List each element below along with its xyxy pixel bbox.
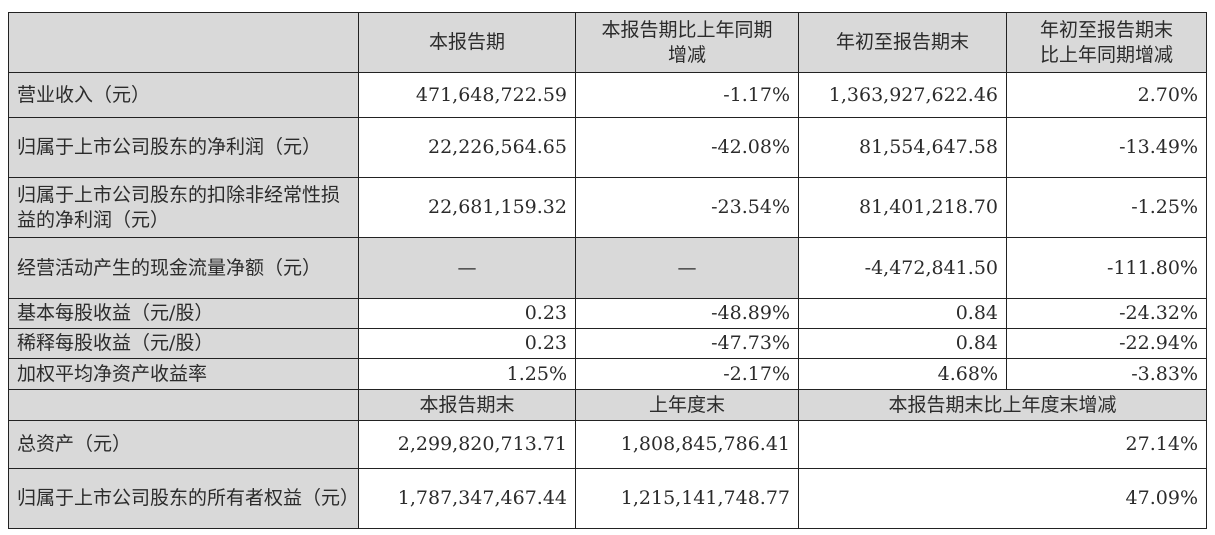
row-label: 总资产（元） (8, 420, 359, 469)
table-row: 营业收入（元） 471,648,722.59 -1.17% 1,363,927,622… (8, 72, 1207, 118)
header-current-change: 本报告期比上年同期 增减 (575, 12, 799, 73)
current-change: -23.54% (575, 177, 799, 238)
ytd-change: -111.80% (1006, 237, 1207, 299)
header-ytd-change: 年初至报告期末 比上年同期增减 (1006, 12, 1207, 73)
ytd-value: 0.84 (798, 298, 1007, 329)
header-current-period: 本报告期 (358, 12, 576, 73)
table-row: 稀释每股收益（元/股） 0.23 -47.73% 0.84 -22.94% (8, 328, 1207, 359)
change-value: 47.09% (798, 468, 1207, 529)
header-last-year-end: 上年度末 (575, 389, 799, 421)
ytd-change: 2.70% (1006, 72, 1207, 118)
table-row: 归属于上市公司股东的扣除非经常性损益的净利润（元） 22,681,159.32 -2… (8, 177, 1207, 238)
current-value: 0.23 (358, 328, 576, 359)
current-change: -42.08% (575, 117, 799, 178)
current-value: — (358, 237, 576, 299)
row-label: 稀释每股收益（元/股） (8, 328, 359, 359)
current-change: -2.17% (575, 358, 799, 390)
ytd-value: 81,554,647.58 (798, 117, 1007, 178)
ytd-change: -3.83% (1006, 358, 1207, 390)
current-change: -1.17% (575, 72, 799, 118)
current-value: 0.23 (358, 298, 576, 329)
current-change: -47.73% (575, 328, 799, 359)
row-label: 归属于上市公司股东的所有者权益（元） (8, 468, 359, 529)
table-row: 归属于上市公司股东的所有者权益（元） 1,787,347,467.44 1,215,… (8, 468, 1207, 529)
current-value: 471,648,722.59 (358, 72, 576, 118)
header-line: 比上年同期增减 (1039, 43, 1173, 66)
row-label: 基本每股收益（元/股） (8, 298, 359, 329)
row-label: 归属于上市公司股东的净利润（元） (8, 117, 359, 178)
header-line: 年初至报告期末 (1039, 18, 1173, 41)
row-label: 加权平均净资产收益率 (8, 358, 359, 390)
row-label: 营业收入（元） (8, 72, 359, 118)
row-label: 归属于上市公司股东的扣除非经常性损益的净利润（元） (8, 177, 359, 238)
table-row: 基本每股收益（元/股） 0.23 -48.89% 0.84 -24.32% (8, 298, 1207, 329)
period-end-value: 2,299,820,713.71 (358, 420, 576, 469)
current-change: -48.89% (575, 298, 799, 329)
ytd-value: 1,363,927,622.46 (798, 72, 1007, 118)
header-row-2: 本报告期末 上年度末 本报告期末比上年度末增减 (8, 389, 1207, 421)
ytd-value: 81,401,218.70 (798, 177, 1007, 238)
ytd-change: -24.32% (1006, 298, 1207, 329)
table-row: 总资产（元） 2,299,820,713.71 1,808,845,786.41 27… (8, 420, 1207, 469)
table-row: 加权平均净资产收益率 1.25% -2.17% 4.68% -3.83% (8, 358, 1207, 390)
table-row: 经营活动产生的现金流量净额（元） — — -4,472,841.50 -111.80% (8, 237, 1207, 299)
current-value: 22,226,564.65 (358, 117, 576, 178)
row-label: 经营活动产生的现金流量净额（元） (8, 237, 359, 299)
header-row: 本报告期 本报告期比上年同期 增减 年初至报告期末 年初至报告期末 比上年同期增减 (8, 12, 1207, 73)
financial-data-table: 本报告期 本报告期比上年同期 增减 年初至报告期末 年初至报告期末 比上年同期增减 … (8, 12, 1207, 529)
header-blank (8, 12, 359, 73)
header-period-end-change: 本报告期末比上年度末增减 (798, 389, 1207, 421)
ytd-change: -13.49% (1006, 117, 1207, 178)
current-value: 22,681,159.32 (358, 177, 576, 238)
ytd-value: 4.68% (798, 358, 1007, 390)
ytd-value: -4,472,841.50 (798, 237, 1007, 299)
current-value: 1.25% (358, 358, 576, 390)
ytd-change: -22.94% (1006, 328, 1207, 359)
current-change: — (575, 237, 799, 299)
ytd-change: -1.25% (1006, 177, 1207, 238)
last-year-end-value: 1,808,845,786.41 (575, 420, 799, 469)
header-ytd: 年初至报告期末 (798, 12, 1007, 73)
header-period-end: 本报告期末 (358, 389, 576, 421)
header-line: 增减 (667, 43, 706, 66)
table-row: 归属于上市公司股东的净利润（元） 22,226,564.65 -42.08% 81,5… (8, 117, 1207, 178)
last-year-end-value: 1,215,141,748.77 (575, 468, 799, 529)
header-line: 本报告期比上年同期 (601, 18, 773, 41)
period-end-value: 1,787,347,467.44 (358, 468, 576, 529)
header2-blank (8, 389, 359, 421)
ytd-value: 0.84 (798, 328, 1007, 359)
change-value: 27.14% (798, 420, 1207, 469)
